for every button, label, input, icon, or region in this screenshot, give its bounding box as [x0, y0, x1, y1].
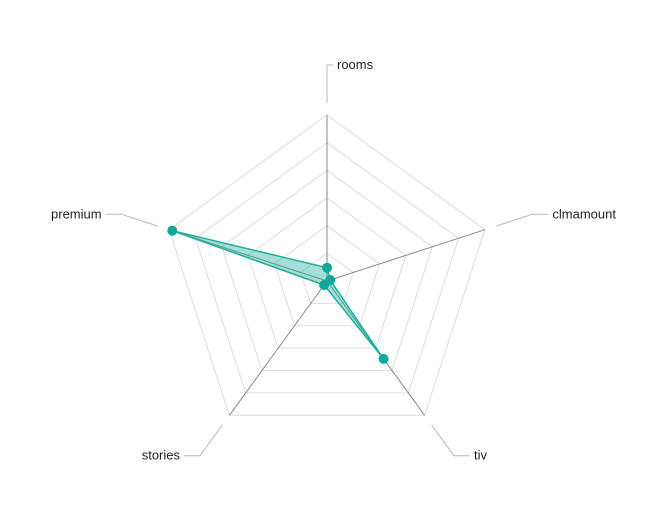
- radar-axes: [105, 64, 549, 457]
- data-point-stories[interactable]: [319, 280, 330, 290]
- leader-line-stories: [184, 424, 223, 457]
- data-point-premium[interactable]: [167, 225, 178, 236]
- axis-line-stories: [228, 280, 328, 416]
- leader-line-premium: [105, 213, 158, 227]
- grid-ring-4: [221, 169, 433, 371]
- axis-label-tiv: tiv: [474, 448, 488, 463]
- axis-label-clmamount: clmamount: [552, 206, 616, 221]
- axis-line-clmamount: [326, 229, 486, 282]
- leader-line-rooms: [326, 64, 333, 103]
- data-point-tiv[interactable]: [378, 353, 389, 364]
- axis-label-premium: premium: [51, 206, 102, 221]
- grid-ring-6: [168, 114, 486, 416]
- series-area-0: [172, 229, 385, 360]
- axis-label-stories: stories: [142, 448, 181, 463]
- radar-series: [167, 225, 389, 364]
- grid-ring-1: [300, 252, 354, 304]
- data-point-rooms[interactable]: [322, 262, 332, 273]
- grid-ring-5: [194, 142, 460, 394]
- leader-line-tiv: [431, 424, 470, 457]
- radar-axis-labels: rooms clmamount tiv stories premium: [51, 57, 616, 463]
- leader-line-clmamount: [496, 213, 549, 227]
- radar-grid: [168, 114, 486, 416]
- grid-ring-3: [247, 197, 407, 349]
- axis-label-rooms: rooms: [337, 57, 374, 72]
